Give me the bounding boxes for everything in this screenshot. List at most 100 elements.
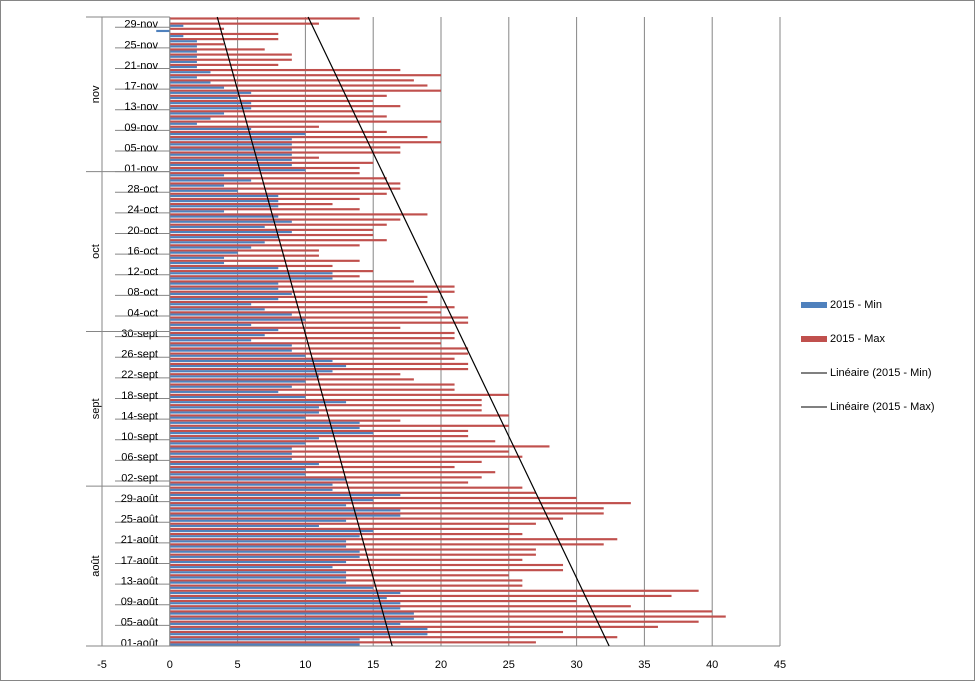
bar (169, 187, 401, 190)
bar (169, 251, 238, 254)
bar (169, 600, 577, 603)
bar (169, 17, 360, 20)
bar (169, 460, 482, 463)
x-tick-label: 40 (706, 659, 718, 671)
y-tick-label: 09-nov (124, 122, 158, 134)
bar (169, 205, 279, 208)
bar (169, 166, 360, 170)
trendline (307, 16, 610, 647)
x-tick-label: 20 (435, 659, 447, 671)
bar (169, 249, 319, 252)
bar (169, 316, 469, 319)
bar (169, 610, 713, 613)
bar (169, 254, 319, 257)
bar (169, 496, 577, 500)
bar (169, 375, 319, 378)
bar (169, 538, 618, 541)
bar (169, 550, 360, 553)
bar (169, 94, 387, 97)
bar (169, 158, 292, 161)
bar (169, 58, 292, 61)
bar (169, 246, 252, 249)
x-tick-label: 30 (570, 659, 582, 671)
trendline (216, 16, 393, 647)
bar (169, 267, 279, 270)
bar (169, 612, 414, 615)
bar (169, 643, 360, 646)
bar (169, 275, 360, 278)
y-tick-label: 06-sept (121, 452, 158, 464)
bar (169, 514, 401, 517)
bar (169, 488, 333, 491)
bar (169, 576, 347, 579)
bar (169, 414, 509, 417)
bar (169, 74, 442, 77)
bar (169, 398, 482, 402)
bar (169, 133, 306, 136)
bar (169, 504, 347, 507)
bar (169, 179, 252, 182)
bar (169, 241, 265, 244)
bar (169, 342, 442, 345)
bar (169, 272, 333, 275)
bar (169, 478, 347, 481)
bar (169, 512, 604, 515)
bar (169, 125, 319, 128)
bar (169, 395, 306, 399)
group-label: sept (90, 398, 102, 419)
y-tick-label: 24-oct (127, 204, 158, 216)
legend-swatch (801, 336, 827, 342)
bar (169, 230, 292, 234)
bar (169, 89, 442, 92)
bar (169, 55, 197, 58)
bar (169, 543, 604, 546)
y-tick-label: 17-août (121, 555, 158, 567)
bar (169, 210, 225, 213)
bar (169, 68, 401, 72)
bar (169, 184, 225, 187)
bar (169, 390, 279, 393)
bar (169, 483, 333, 486)
bar (169, 256, 225, 259)
bar (169, 172, 360, 175)
bar (169, 328, 279, 332)
group-label: oct (90, 244, 102, 259)
bar (169, 143, 292, 146)
bar (169, 130, 387, 134)
bar (169, 300, 428, 304)
bar (169, 339, 252, 342)
bar (169, 270, 374, 273)
y-tick-label: 29-nov (124, 19, 158, 31)
bar (169, 586, 374, 589)
bar (169, 519, 347, 522)
bar (169, 337, 455, 340)
bar (169, 462, 319, 466)
y-tick-label: 08-oct (127, 287, 158, 299)
bar (169, 264, 333, 268)
bar (169, 545, 347, 548)
bar (169, 527, 509, 530)
bar (169, 102, 252, 105)
bar (169, 416, 306, 419)
bar (169, 318, 306, 321)
bar (169, 153, 292, 156)
bar (169, 617, 414, 620)
bar (169, 146, 401, 149)
legend-label: 2015 - Min (830, 299, 882, 311)
bar (169, 213, 428, 216)
bar (169, 365, 347, 368)
bar (169, 452, 292, 455)
bar (169, 244, 360, 247)
x-tick-label: 15 (367, 659, 379, 671)
bar (169, 24, 184, 27)
bar (169, 432, 374, 435)
bar (169, 163, 292, 167)
bar (169, 32, 279, 36)
bar (169, 411, 319, 414)
bar (169, 215, 279, 218)
bar (169, 625, 658, 628)
bar (169, 591, 401, 595)
bar (169, 141, 442, 144)
bar (169, 450, 509, 453)
bar (169, 27, 225, 30)
